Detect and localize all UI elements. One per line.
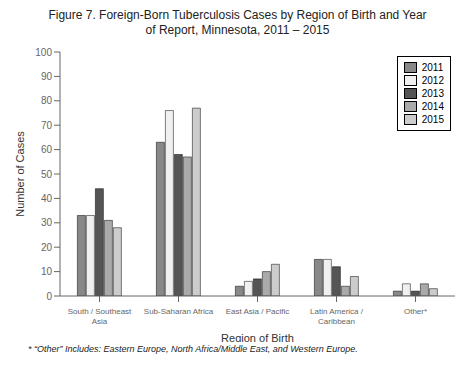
svg-text:Region of Birth: Region of Birth	[221, 332, 294, 342]
svg-text:Number of Cases: Number of Cases	[14, 131, 26, 217]
svg-text:80: 80	[41, 95, 53, 106]
html-text:2014: 2014	[421, 101, 444, 112]
svg-text:60: 60	[41, 144, 53, 155]
svg-text:East Asia / Pacific: East Asia / Pacific	[226, 307, 290, 316]
svg-text:30: 30	[41, 217, 53, 228]
html-text:Figure 7. Foreign-Born Tubercu: Figure 7. Foreign-Born Tuberculosis Case…	[48, 8, 427, 37]
svg-text:100: 100	[35, 47, 52, 58]
svg-text:10: 10	[41, 266, 53, 277]
html-text:2013: 2013	[421, 88, 444, 99]
svg-text:0: 0	[46, 291, 52, 302]
html-text:2012: 2012	[421, 75, 444, 86]
svg-text:20: 20	[41, 242, 53, 253]
svg-text:South / SoutheastAsia: South / SoutheastAsia	[68, 307, 132, 326]
html-text:2011: 2011	[421, 62, 444, 73]
svg-text:50: 50	[41, 169, 53, 180]
svg-text:Sub-Saharan Africa: Sub-Saharan Africa	[144, 307, 214, 316]
svg-text:90: 90	[41, 71, 53, 82]
svg-text:70: 70	[41, 120, 53, 131]
svg-text:40: 40	[41, 193, 53, 204]
html-text:* “Other” Includes: Eastern Eu: * “Other” Includes: Eastern Europe, Nort…	[28, 344, 358, 354]
svg-text:Other*: Other*	[404, 307, 427, 316]
svg-text:Latin America /Caribbean: Latin America /Caribbean	[310, 307, 364, 326]
html-text:2015: 2015	[421, 114, 444, 125]
